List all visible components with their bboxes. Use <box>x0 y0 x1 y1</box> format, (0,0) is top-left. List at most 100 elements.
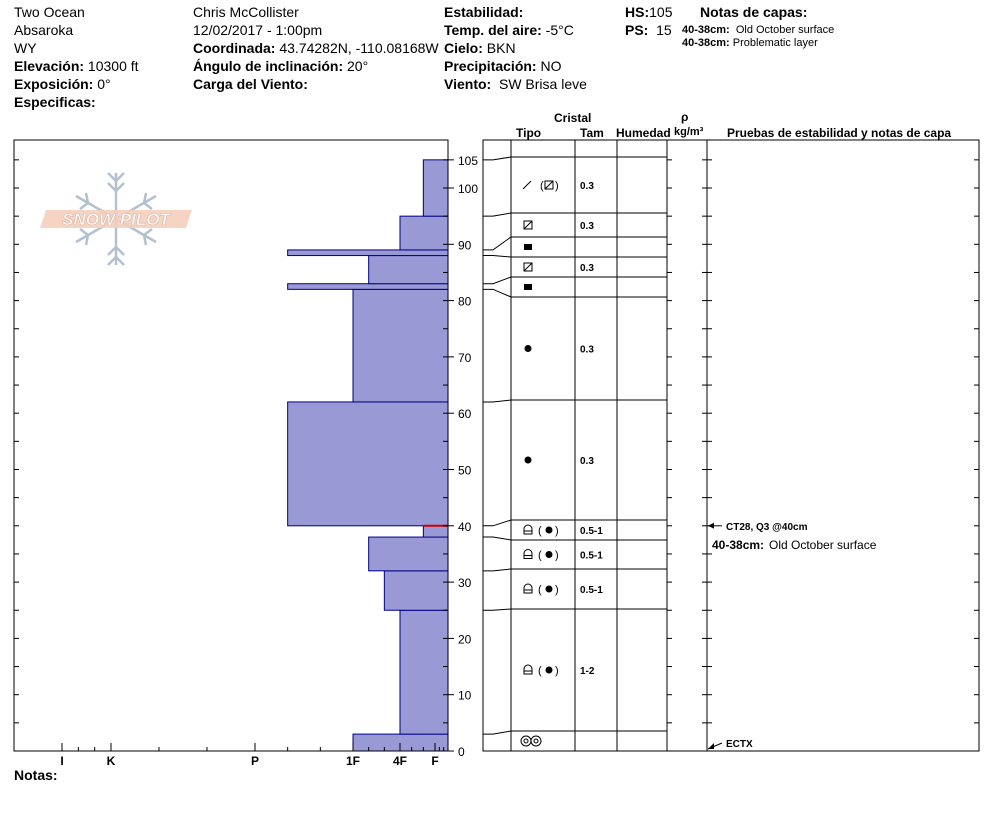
paren-close: ) <box>555 584 559 596</box>
slope-label: Ángulo de inclinación: <box>193 58 344 74</box>
hs-value: 105 <box>649 4 673 20</box>
melt-icon <box>530 735 542 747</box>
facet-icon <box>523 262 533 272</box>
hardness-tick-label: K <box>107 754 116 768</box>
round-icon <box>524 456 532 464</box>
layer-connector <box>483 608 512 611</box>
precip-label: Precipitación: <box>444 58 537 74</box>
depth-tick-label: 80 <box>458 295 472 309</box>
grain-symbol-round <box>524 456 532 464</box>
layer-connector <box>483 276 512 285</box>
round-icon <box>545 585 553 593</box>
layer-connector <box>483 288 512 298</box>
hardness-tick-label: F <box>431 754 438 768</box>
grain-symbol-slash-facet: () <box>522 180 559 192</box>
elevation: Elevación: 10300 ft <box>14 58 139 74</box>
logo-banner <box>40 210 192 228</box>
depth-hoar-icon <box>523 664 533 675</box>
stability-test-label: CT28, Q3 @40cm <box>726 522 808 533</box>
coordinates: Coordinada: 43.74282N, -110.08168W <box>193 40 439 56</box>
grain-size-label: 0.5-1 <box>580 551 603 562</box>
facet-diag <box>523 262 533 272</box>
layer-note-text: Old October surface <box>769 538 877 552</box>
grain-symbol-round <box>524 345 532 352</box>
round-icon <box>524 345 532 352</box>
layer-connector <box>483 519 512 527</box>
aspect: Exposición: 0° <box>14 76 111 92</box>
layer-note-range: 40-38cm: <box>712 538 764 552</box>
col-moisture: Humedad <box>616 126 671 140</box>
hardness-bar-1 <box>399 609 449 735</box>
col-rho: ρ <box>681 110 689 124</box>
layer-connector <box>483 255 512 258</box>
hardness-bar-7 <box>287 283 449 290</box>
precip-value: NO <box>540 58 562 74</box>
depth-tick-label: 0 <box>458 745 465 759</box>
sky: Cielo: BKN <box>444 40 516 56</box>
round-icon <box>545 526 553 534</box>
paren-close: ) <box>555 525 559 537</box>
depth-tick-label: 30 <box>458 576 472 590</box>
coord-label: Coordinada: <box>193 40 276 56</box>
grain-size-label: 0.3 <box>580 263 594 274</box>
grain-symbol-cup-round: () <box>523 549 559 562</box>
grain-table-frame <box>482 139 980 752</box>
grain-size-label: 0.5-1 <box>580 526 603 537</box>
ps-label: PS: <box>625 22 649 38</box>
paren-open: ( <box>538 665 542 677</box>
round-icon <box>545 551 553 558</box>
col-tests: Pruebas de estabilidad y notas de capa <box>727 126 952 140</box>
paren-open: ( <box>538 584 542 596</box>
specifics-label: Especificas: <box>14 94 96 110</box>
sky-value: BKN <box>486 40 516 56</box>
depth-tick-label: 100 <box>458 182 478 196</box>
layer-connector <box>483 536 512 541</box>
location: Two Ocean <box>14 4 85 20</box>
test-arrow-head <box>708 743 714 749</box>
wind-value: SW Brisa leve <box>498 76 587 92</box>
grain-symbol-melt <box>520 735 542 747</box>
depth-tick-label: 60 <box>458 407 472 421</box>
depth-hoar-icon <box>523 524 533 535</box>
crust-icon <box>524 244 532 250</box>
layer-note-2-range: 40-38cm: <box>682 37 730 49</box>
wind: Viento: SW Brisa leve <box>444 76 587 92</box>
layer-connector <box>483 156 512 161</box>
hardness-bar-6 <box>352 288 449 403</box>
state: WY <box>14 40 37 56</box>
aspect-value: 0° <box>97 76 111 92</box>
paren-close: ) <box>555 665 559 677</box>
paren-open: ( <box>538 550 542 562</box>
depth-tick-label: 20 <box>458 632 472 646</box>
hardness-tick-label: I <box>60 754 63 768</box>
layer-connector <box>483 568 512 572</box>
layer-note-2-text: Problematic layer <box>732 37 818 49</box>
depth-hoar-icon <box>523 583 533 594</box>
slash-icon <box>522 180 532 190</box>
hs-label: HS: <box>625 4 650 20</box>
facet-icon <box>544 180 554 190</box>
melt-icon-inner <box>523 738 529 744</box>
grain-symbol-cup-round: () <box>523 524 559 537</box>
grain-symbol-facet <box>523 220 533 230</box>
depth-tick-label: 105 <box>458 154 478 168</box>
paren-open: ( <box>538 525 542 537</box>
col-density-unit: kg/m³ <box>674 126 704 138</box>
facet-diag <box>523 220 533 230</box>
ps-value: 15 <box>656 22 672 38</box>
crust-icon <box>524 284 532 290</box>
depth-hoar-icon <box>523 549 533 559</box>
layer-connector <box>483 236 512 251</box>
grain-size-label: 0.3 <box>580 181 594 192</box>
layer-note-2: 40-38cm: Problematic layer <box>682 37 818 49</box>
elevation-label: Elevación: <box>14 58 85 74</box>
depth-tick-label: 50 <box>458 464 472 478</box>
layer-notes-label: Notas de capas: <box>700 4 808 20</box>
hardness-bar-10 <box>399 215 449 251</box>
grain-symbol-crust <box>524 244 532 250</box>
grain-size-label: 0.3 <box>580 345 594 356</box>
coord-value: 43.74282N, -110.08168W <box>279 40 439 56</box>
hardness-bar-9 <box>287 249 449 257</box>
layer-connector <box>483 212 512 217</box>
